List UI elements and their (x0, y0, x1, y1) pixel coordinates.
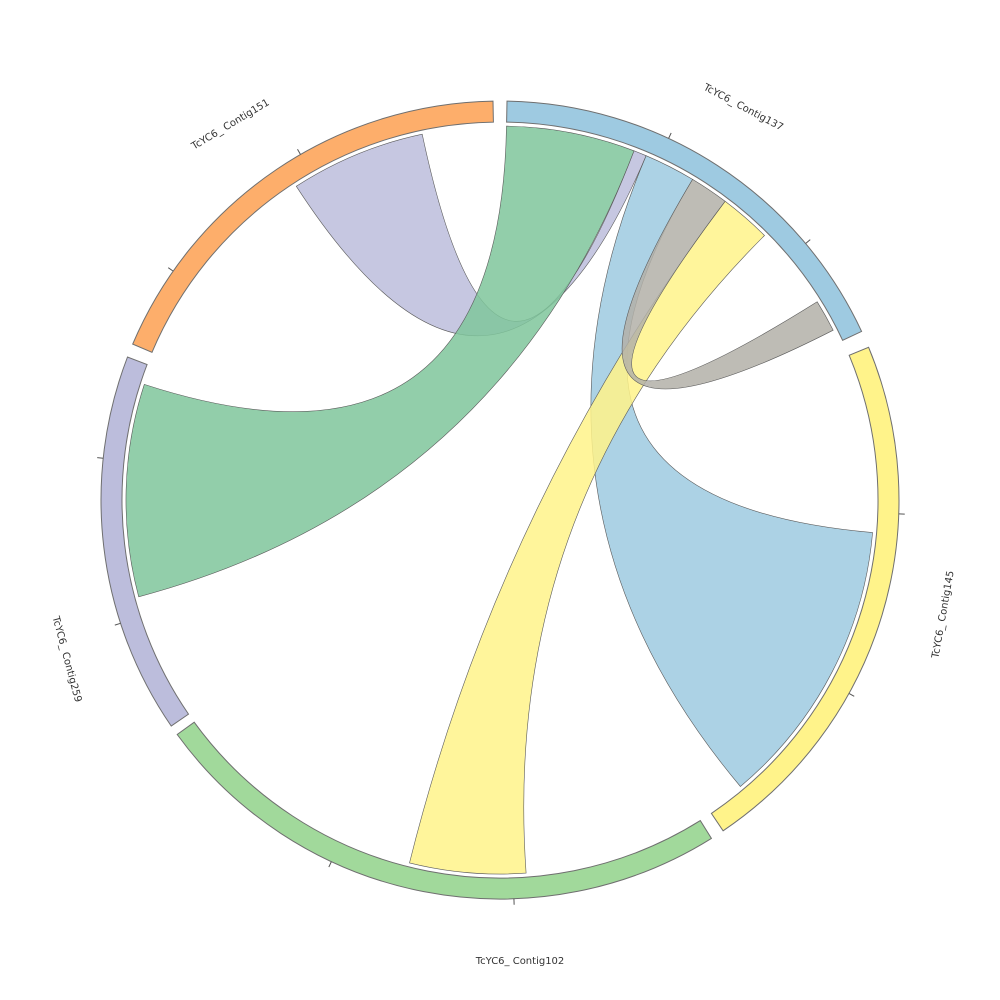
segment-arc-c137 (506, 100, 863, 341)
segment-arc-layer (100, 100, 900, 900)
ribbon-c137-c102 (409, 200, 765, 875)
segment-arc-c151 (132, 100, 494, 353)
label-contig102: TcYC6_ Contig102 (475, 956, 565, 967)
tick-layer (97, 132, 905, 905)
tick-mark-c137-0 (668, 132, 672, 139)
tick-mark-c151-0 (167, 267, 174, 272)
tick-mark-c102-1 (328, 861, 332, 868)
tick-mark-c259-0 (114, 622, 121, 626)
label-contig151: TcYC6_ Contig151 (189, 97, 271, 153)
segment-arc-c145 (710, 346, 900, 832)
label-contig259: TcYC6_ Contig259 (49, 614, 83, 703)
ribbon-c137-c259 (125, 125, 635, 598)
tick-mark-c259-1 (97, 457, 104, 459)
segment-arc-c259 (100, 356, 190, 727)
tick-mark-c137-1 (805, 239, 811, 244)
segment-arc-c102 (176, 721, 713, 900)
ribbon-layer (125, 125, 873, 875)
label-contig145: TcYC6_ Contig145 (930, 570, 956, 660)
tick-mark-c145-1 (848, 693, 855, 697)
label-contig137: TcYC6_ Contig137 (701, 82, 785, 134)
ribbon-c137-c137 (621, 178, 834, 390)
tick-mark-c151-1 (297, 149, 301, 155)
